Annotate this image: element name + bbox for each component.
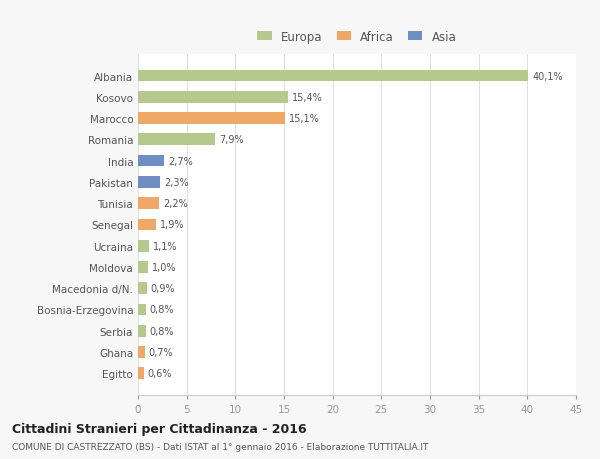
- Bar: [138, 283, 147, 294]
- Text: 0,8%: 0,8%: [149, 305, 174, 315]
- Bar: [138, 71, 529, 82]
- Text: 15,1%: 15,1%: [289, 114, 320, 124]
- Text: 1,1%: 1,1%: [152, 241, 177, 251]
- Text: 15,4%: 15,4%: [292, 93, 323, 102]
- Bar: [138, 347, 145, 358]
- Bar: [138, 368, 144, 379]
- Bar: [138, 198, 160, 209]
- Text: Cittadini Stranieri per Cittadinanza - 2016: Cittadini Stranieri per Cittadinanza - 2…: [12, 422, 307, 436]
- Bar: [138, 134, 215, 146]
- Bar: [138, 177, 160, 188]
- Text: 0,6%: 0,6%: [148, 369, 172, 379]
- Text: 0,9%: 0,9%: [151, 284, 175, 294]
- Bar: [138, 219, 157, 231]
- Text: 0,7%: 0,7%: [149, 347, 173, 357]
- Text: COMUNE DI CASTREZZATO (BS) - Dati ISTAT al 1° gennaio 2016 - Elaborazione TUTTIT: COMUNE DI CASTREZZATO (BS) - Dati ISTAT …: [12, 442, 428, 451]
- Text: 0,8%: 0,8%: [149, 326, 174, 336]
- Text: 1,0%: 1,0%: [152, 263, 176, 272]
- Text: 40,1%: 40,1%: [532, 71, 563, 81]
- Bar: [138, 325, 146, 337]
- Legend: Europa, Africa, Asia: Europa, Africa, Asia: [254, 27, 460, 47]
- Text: 1,9%: 1,9%: [160, 220, 185, 230]
- Bar: [138, 262, 148, 273]
- Bar: [138, 113, 285, 125]
- Bar: [138, 241, 149, 252]
- Bar: [138, 92, 288, 103]
- Text: 7,9%: 7,9%: [219, 135, 244, 145]
- Text: 2,2%: 2,2%: [163, 199, 188, 209]
- Bar: [138, 304, 146, 316]
- Text: 2,7%: 2,7%: [168, 156, 193, 166]
- Text: 2,3%: 2,3%: [164, 178, 189, 187]
- Bar: [138, 156, 164, 167]
